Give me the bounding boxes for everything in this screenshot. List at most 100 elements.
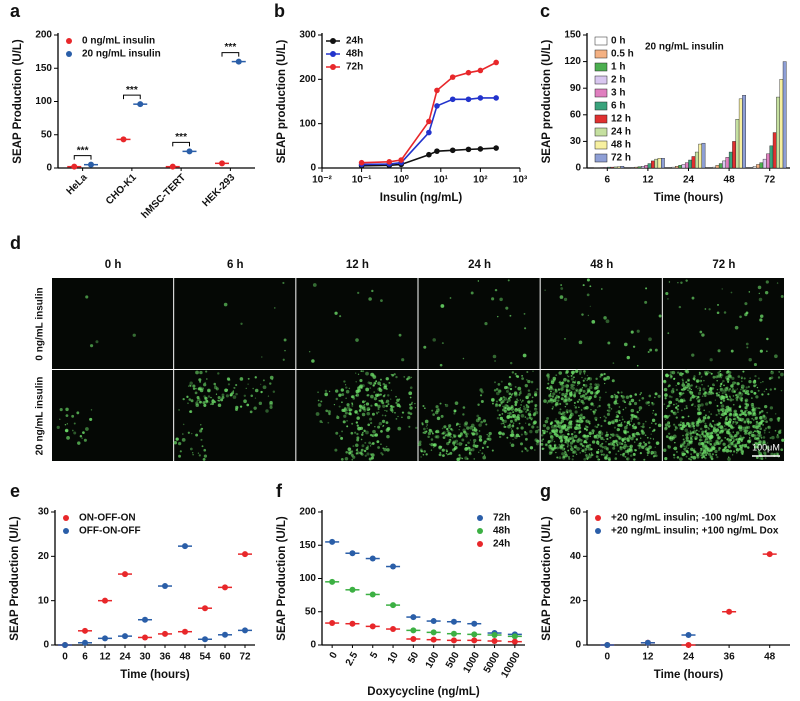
cell-signal xyxy=(549,434,553,438)
bar xyxy=(735,119,740,169)
data-point xyxy=(604,642,611,648)
cell-signal xyxy=(196,400,198,402)
cell-signal xyxy=(573,393,576,396)
cell-signal xyxy=(497,383,501,386)
cell-signal xyxy=(549,431,552,435)
cell-signal xyxy=(550,390,552,393)
cell-signal xyxy=(676,451,678,453)
cell-signal xyxy=(359,451,363,455)
micrograph xyxy=(174,278,296,369)
cell-signal xyxy=(587,314,590,317)
cell-signal xyxy=(407,376,411,380)
cell-signal xyxy=(706,440,711,445)
data-point xyxy=(219,160,226,167)
cell-signal xyxy=(728,375,733,379)
cell-signal xyxy=(677,282,679,284)
cell-signal xyxy=(711,383,715,387)
cell-signal xyxy=(687,439,691,443)
cell-signal xyxy=(607,421,612,425)
cell-signal xyxy=(66,436,70,440)
cell-signal xyxy=(574,426,578,431)
data-point xyxy=(142,634,148,641)
cell-signal xyxy=(510,443,515,448)
cell-signal xyxy=(685,406,688,410)
cell-signal xyxy=(518,409,523,414)
cell-signal xyxy=(534,403,538,407)
cell-signal xyxy=(497,315,499,318)
cell-signal xyxy=(565,371,569,375)
cell-signal xyxy=(381,419,386,424)
cell-signal xyxy=(551,395,554,398)
cell-signal xyxy=(423,345,427,349)
cell-signal xyxy=(344,456,349,461)
cell-signal xyxy=(583,445,586,448)
cell-signal xyxy=(385,404,388,408)
cell-signal xyxy=(735,389,737,391)
cell-signal xyxy=(595,450,600,455)
cell-signal xyxy=(759,457,762,460)
cell-signal xyxy=(206,388,211,393)
data-point xyxy=(410,614,417,621)
bar xyxy=(742,95,746,169)
cell-signal xyxy=(509,387,513,391)
cell-signal xyxy=(757,389,760,392)
cell-signal xyxy=(748,447,750,449)
cell-signal xyxy=(755,425,759,430)
cell-signal xyxy=(690,455,694,459)
cell-signal xyxy=(510,428,513,430)
cell-signal xyxy=(441,427,444,430)
cell-signal xyxy=(355,421,359,424)
cell-signal xyxy=(368,297,372,301)
cell-signal xyxy=(702,444,705,448)
cell-signal xyxy=(715,453,718,456)
cell-signal xyxy=(579,388,583,393)
data-point xyxy=(222,584,228,591)
cell-signal xyxy=(689,432,693,435)
cell-signal xyxy=(702,416,707,420)
cell-signal xyxy=(719,425,724,429)
cell-signal xyxy=(706,447,709,450)
cell-signal xyxy=(627,439,630,442)
panel-label: g xyxy=(540,481,551,501)
y-tick-label: 0 xyxy=(43,640,49,651)
cell-signal xyxy=(691,393,695,397)
cell-signal xyxy=(581,313,584,316)
data-point xyxy=(410,627,417,634)
cell-signal xyxy=(620,422,623,424)
cell-signal xyxy=(432,432,434,435)
cell-signal xyxy=(372,429,376,434)
cell-signal xyxy=(504,404,508,408)
cell-signal xyxy=(721,439,724,442)
cell-signal xyxy=(474,444,478,448)
cell-signal xyxy=(192,453,194,456)
cell-signal xyxy=(698,373,701,376)
cell-signal xyxy=(369,381,373,385)
bar xyxy=(634,166,639,169)
cell-signal xyxy=(566,393,569,395)
cell-signal xyxy=(767,426,770,429)
cell-signal xyxy=(398,333,402,337)
cell-signal xyxy=(554,403,558,407)
cell-signal xyxy=(735,398,739,402)
cell-signal xyxy=(690,458,692,461)
cell-signal xyxy=(754,430,756,433)
cell-signal xyxy=(542,438,545,441)
cell-signal xyxy=(709,443,713,446)
cell-signal xyxy=(667,444,670,447)
cell-signal xyxy=(664,397,667,400)
cell-signal xyxy=(355,393,360,397)
cell-signal xyxy=(422,405,425,408)
cell-signal xyxy=(752,410,756,414)
cell-signal xyxy=(739,436,743,441)
cell-signal xyxy=(722,442,726,446)
y-tick-label: 100 xyxy=(299,573,316,584)
cell-signal xyxy=(627,445,629,448)
y-tick-label: 40 xyxy=(570,551,582,562)
cell-signal xyxy=(694,448,696,450)
cell-signal xyxy=(445,403,449,408)
cell-signal xyxy=(461,438,465,442)
cell-signal xyxy=(536,426,539,429)
data-point xyxy=(182,543,188,550)
cell-signal xyxy=(95,340,99,344)
cell-signal xyxy=(677,371,680,374)
